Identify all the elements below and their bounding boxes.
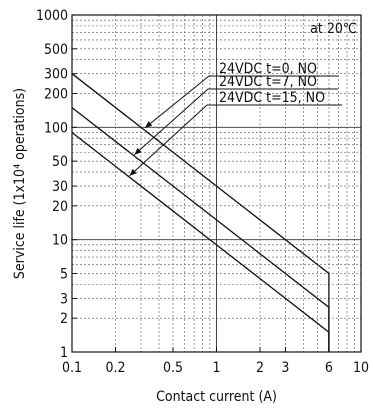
- x-tick-label: 0.1: [62, 360, 82, 376]
- x-tick-labels: 0.1 0.2 0.5 1 2 3 6 10: [62, 347, 369, 376]
- y-tick-label: 500: [44, 42, 68, 58]
- major-grid: [72, 15, 361, 352]
- series-line-1: [71, 73, 330, 352]
- x-tick-label: 6: [325, 360, 333, 376]
- x-axis-label: Contact current (A): [156, 389, 277, 405]
- y-tick-label: 50: [52, 154, 68, 170]
- x-tick-label: 0.2: [105, 360, 125, 376]
- y-tick-label: 10: [52, 233, 68, 249]
- x-tick-label: 3: [281, 360, 289, 376]
- series-label-leader: [144, 75, 210, 129]
- series-label-3: 24VDC t=15, NO: [219, 90, 325, 106]
- series-label-arrowhead: [134, 147, 142, 155]
- series-lines: [71, 73, 330, 352]
- y-tick-labels: 1 2 3 5 10 20 30 50 100 200 300 500 1000: [36, 8, 77, 361]
- series-line-2: [71, 107, 330, 352]
- y-tick-label: 2: [60, 311, 68, 327]
- x-tick-label: 0.5: [163, 360, 183, 376]
- y-tick-label: 5: [60, 266, 68, 282]
- y-tick-label: 200: [44, 87, 68, 103]
- series-label-arrowhead: [145, 121, 153, 128]
- y-tick-label: 30: [52, 179, 68, 195]
- series-label-leader: [133, 88, 209, 156]
- y-tick-label: 20: [52, 199, 68, 215]
- y-tick-label: 3: [60, 291, 68, 307]
- label-arrows: [129, 75, 342, 177]
- series-label-2: 24VDC t=7, NO: [219, 74, 317, 90]
- y-tick-label: 1: [60, 345, 68, 361]
- series-label-leader: [129, 104, 208, 177]
- series-label-arrowhead: [129, 168, 137, 176]
- series-line-3: [71, 131, 330, 352]
- x-tick-label: 10: [353, 360, 369, 376]
- y-tick-label: 100: [44, 120, 68, 136]
- series-label-1: 24VDC t=0, NO: [219, 61, 317, 77]
- temperature-annotation: at 20℃: [310, 21, 357, 37]
- y-tick-label: 1000: [36, 8, 68, 24]
- x-tick-label: 1: [212, 360, 220, 376]
- y-tick-label: 300: [44, 67, 68, 83]
- x-tick-label: 2: [256, 360, 264, 376]
- y-axis-label: Service life (1x10⁴ operations): [12, 88, 28, 279]
